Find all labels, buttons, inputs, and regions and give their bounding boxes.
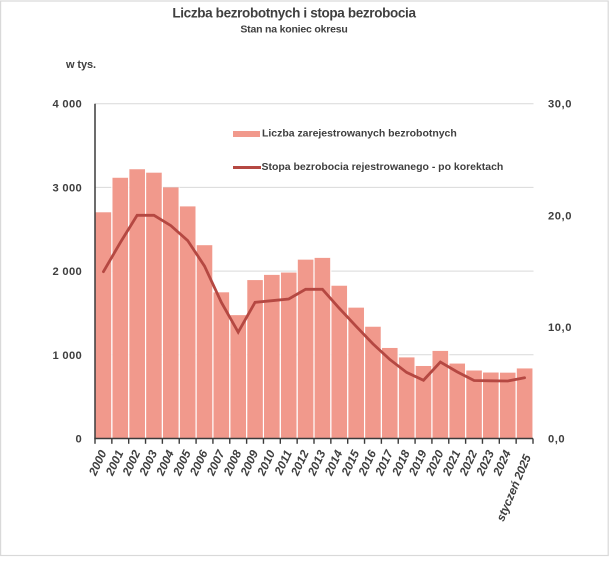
svg-text:Stopa bezrobocia rejestrowaneg: Stopa bezrobocia rejestrowanego - po kor… [262, 161, 504, 173]
svg-text:30,0: 30,0 [548, 99, 572, 111]
svg-text:Stan na koniec okresu: Stan na koniec okresu [240, 24, 347, 36]
svg-text:0: 0 [75, 434, 82, 446]
svg-text:Liczba bezrobotnych i stopa be: Liczba bezrobotnych i stopa bezrobocia [172, 6, 416, 21]
svg-text:w tys.: w tys. [65, 59, 96, 71]
svg-text:2 000: 2 000 [53, 266, 83, 278]
svg-text:1 000: 1 000 [53, 350, 83, 362]
svg-text:20,0: 20,0 [548, 210, 572, 222]
svg-text:3 000: 3 000 [53, 182, 83, 194]
svg-text:10,0: 10,0 [548, 322, 572, 334]
svg-text:4 000: 4 000 [53, 99, 83, 111]
svg-text:0,0: 0,0 [548, 434, 565, 446]
svg-text:Liczba zarejestrowanych bezrob: Liczba zarejestrowanych bezrobotnych [262, 128, 457, 140]
